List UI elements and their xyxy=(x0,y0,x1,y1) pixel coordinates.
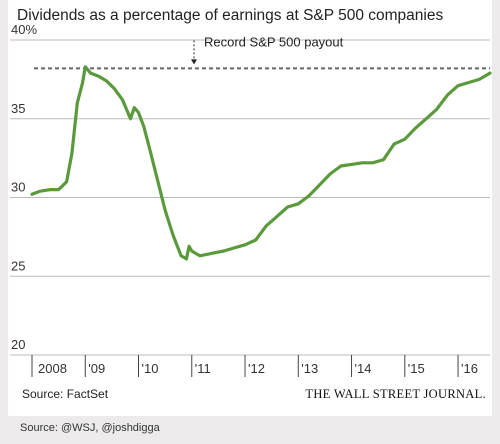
y-axis-ticks: 20 25 30 35 40% xyxy=(11,22,37,352)
y-tick-label: 30 xyxy=(11,180,25,195)
x-tick-label: '14 xyxy=(355,361,372,376)
y-tick-label: 20 xyxy=(11,337,25,352)
x-tick-label: '12 xyxy=(248,361,265,376)
y-tick-label: 40% xyxy=(11,22,37,37)
y-tick-label: 35 xyxy=(11,101,25,116)
x-tick-label: '11 xyxy=(195,361,211,376)
record-payout-label: Record S&P 500 payout xyxy=(204,34,344,49)
publisher-label: THE WALL STREET JOURNAL. xyxy=(305,387,486,401)
source-label: Source: FactSet xyxy=(22,387,109,401)
chart: Dividends as a percentage of earnings at… xyxy=(10,7,492,401)
grid-lines xyxy=(10,39,490,356)
x-tick-label: '10 xyxy=(142,361,159,376)
x-tick-label: '15 xyxy=(408,361,425,376)
x-axis-ticks: 2008 '09 '10 '11 '12 '13 '14 '15 '16 xyxy=(31,355,478,377)
x-tick-label: '16 xyxy=(461,361,478,376)
reference-line-group: Record S&P 500 payout xyxy=(34,34,490,70)
chart-card: Dividends as a percentage of earnings at… xyxy=(8,0,492,416)
x-tick-label: '13 xyxy=(301,361,318,376)
y-tick-label: 25 xyxy=(11,258,25,273)
x-tick-label: 2008 xyxy=(38,361,67,376)
chart-title: Dividends as a percentage of earnings at… xyxy=(17,7,443,24)
series-group xyxy=(30,65,492,261)
annotation-arrowhead xyxy=(191,59,197,65)
footer-credit: Source: @WSJ, @joshdigga xyxy=(20,422,160,434)
series-line-0 xyxy=(30,65,492,261)
x-tick-label: '09 xyxy=(88,361,105,376)
